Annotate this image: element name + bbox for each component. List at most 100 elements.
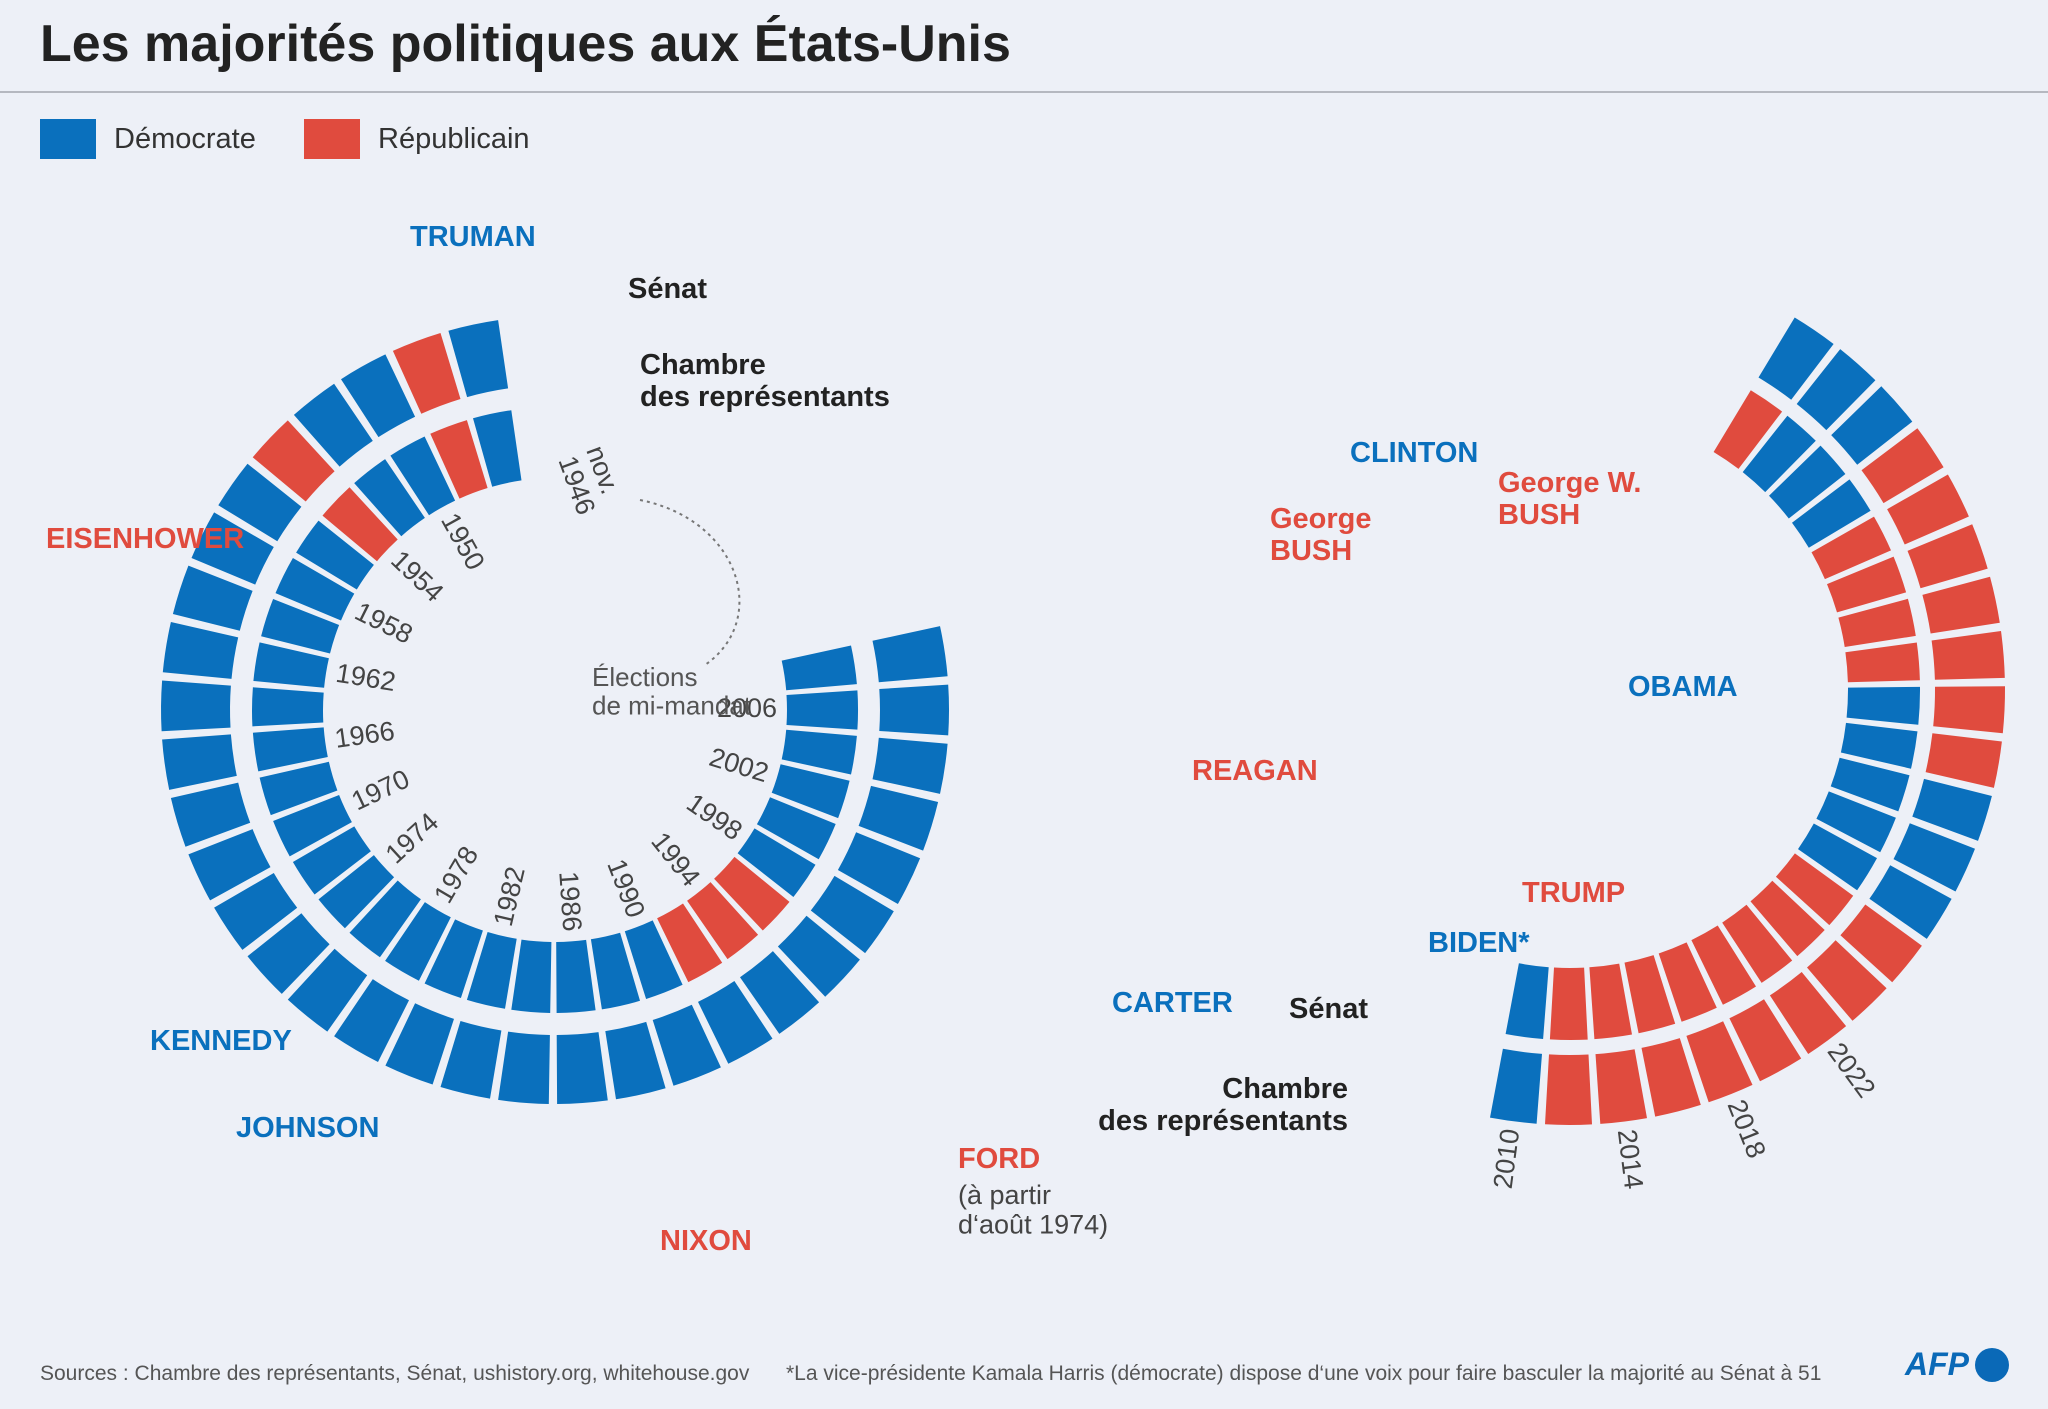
senat-segment: [872, 626, 948, 683]
start-date-label: nov.1946: [552, 442, 629, 519]
congress-segments: [161, 317, 2006, 1125]
chambre-label-end: Chambre des représentants: [1098, 1073, 1348, 1137]
year-label: 1990: [601, 855, 651, 922]
sources-note: Sources : Chambre des représentants, Sén…: [40, 1362, 750, 1385]
senat-segment: [218, 463, 302, 542]
chambre-segment: [781, 729, 857, 775]
president-label: EISENHOWER: [46, 523, 244, 555]
senat-segment: [1869, 865, 1952, 939]
year-label: 1962: [334, 658, 398, 697]
chambre-segment: [1811, 516, 1891, 580]
senat-segment: [1595, 1049, 1647, 1124]
chambre-segment: [1798, 823, 1877, 891]
senat-segment: [448, 320, 509, 398]
year-label: 1994: [645, 826, 706, 892]
president-label: TRUMP: [1522, 877, 1625, 909]
senat-segment: [162, 622, 239, 679]
chambre-label-start: Chambre des représentants: [640, 349, 890, 413]
page-title: Les majorités politiques aux États-Unis: [40, 15, 1011, 73]
senat-segment: [293, 383, 373, 467]
senat-segment: [1769, 972, 1847, 1054]
chambre-segment: [354, 459, 425, 537]
senat-segment: [214, 873, 298, 950]
year-label: 2006: [717, 693, 777, 723]
year-label: 2002: [706, 742, 772, 788]
senat-segment: [1861, 428, 1944, 504]
senat-segment: [810, 875, 894, 954]
senat-segment: [740, 951, 820, 1034]
chambre-segment: [781, 645, 857, 691]
chambre-segment: [1775, 853, 1854, 926]
president-label: George W. BUSH: [1498, 467, 1641, 531]
senat-segment: [872, 737, 948, 794]
chambre-segment: [624, 920, 683, 999]
senat-segment: [777, 915, 860, 997]
senat-segment: [1931, 631, 2005, 680]
year-label: 2010: [1488, 1127, 1526, 1190]
chambre-segment: [1658, 942, 1717, 1022]
chambre-segment: [252, 727, 328, 772]
title-divider: [0, 91, 2048, 93]
senat-segment: [879, 684, 950, 736]
president-label: TRUMAN: [410, 221, 536, 253]
senat-label-end: Sénat: [1289, 993, 1368, 1025]
president-label: REAGAN: [1192, 755, 1318, 787]
afp-logo-dot: [1975, 1347, 2009, 1382]
senat-segment: [341, 354, 416, 438]
senat-label-start: Sénat: [628, 273, 707, 305]
senat-segment: [247, 913, 330, 994]
senat-segment: [392, 333, 461, 414]
senat-segment: [1686, 1021, 1753, 1103]
chambre-segment: [511, 939, 552, 1013]
senat-segment: [161, 680, 231, 732]
senat-segment: [162, 734, 237, 790]
chambre-segment: [253, 642, 329, 688]
chambre-segment: [322, 487, 398, 562]
year-label: 2022: [1822, 1037, 1882, 1103]
senat-segment: [1893, 823, 1975, 892]
year-label: 1998: [681, 788, 748, 847]
senat-segment: [698, 981, 773, 1064]
year-label: 1966: [333, 716, 397, 754]
president-label: BIDEN*: [1428, 927, 1530, 959]
afp-logo: AFP: [1905, 1346, 2009, 1383]
chambre-segment: [1722, 904, 1793, 983]
president-label: FORD: [958, 1143, 1040, 1175]
chambre-segment: [1816, 791, 1896, 853]
year-label: 1954: [385, 545, 449, 608]
president-label: CARTER: [1112, 987, 1233, 1019]
chambre-segment: [273, 795, 352, 857]
chambre-segment: [657, 903, 723, 983]
year-label: 1950: [435, 508, 490, 575]
chambre-segment: [756, 797, 836, 860]
senat-segment: [1796, 349, 1876, 431]
senat-segment: [498, 1031, 550, 1104]
senat-segment: [191, 512, 274, 585]
chambre-segment: [296, 520, 374, 590]
chambre-segment: [473, 410, 522, 487]
senat-segment: [1641, 1038, 1701, 1117]
footnote: *La vice-présidente Kamala Harris (démoc…: [786, 1362, 1822, 1385]
senat-segment: [252, 420, 335, 502]
year-label: 1970: [347, 764, 414, 817]
senat-segment: [334, 979, 409, 1062]
afp-logo-text: AFP: [1905, 1346, 1969, 1382]
chambre-segment: [1830, 757, 1910, 812]
year-label: 2014: [1612, 1128, 1649, 1191]
senat-segment: [1912, 778, 1992, 841]
year-label: 1974: [380, 807, 445, 870]
senat-segment: [1807, 940, 1887, 1021]
chambre-segment: [714, 856, 790, 931]
chambre-segment: [771, 764, 850, 819]
senat-segment: [1729, 999, 1802, 1082]
year-label: 1982: [488, 864, 531, 929]
chambre-segment: [1845, 642, 1920, 683]
legend-swatch-democrate: [40, 119, 96, 159]
senat-segment: [1887, 474, 1969, 545]
chambre-segment: [590, 932, 640, 1010]
chambre-segment: [786, 690, 859, 730]
president-label: CLINTON: [1350, 437, 1478, 469]
chambre-segment: [1505, 963, 1549, 1039]
chambre-segment: [318, 855, 395, 929]
